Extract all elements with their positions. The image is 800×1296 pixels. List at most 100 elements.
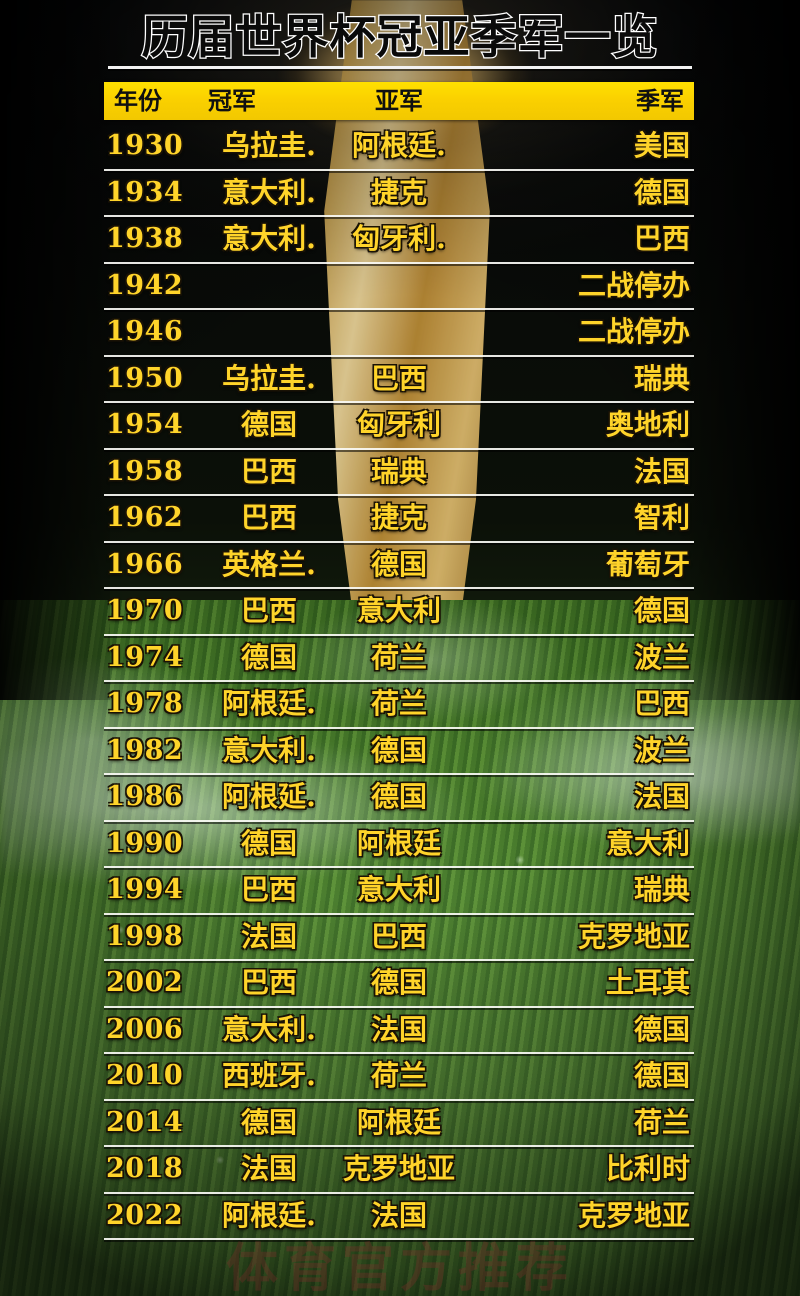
cell-year: 2018 — [106, 1153, 184, 1184]
cell-year: 1930 — [106, 130, 184, 161]
table-row: 2006 意大利. 法国 德国 — [104, 1008, 694, 1056]
cell-year: 1986 — [106, 781, 184, 812]
cell-runnerup: 阿根廷 — [356, 1105, 441, 1139]
cell-champion: 法国 — [240, 919, 297, 953]
table-row: 1986 阿根延. 德国 法国 — [104, 775, 694, 823]
column-header-third: 季军 — [636, 86, 684, 115]
cell-year: 1946 — [106, 316, 184, 347]
table-row: 1942 二战停办 — [104, 264, 694, 312]
table-row: 1958 巴西 瑞典 法国 — [104, 450, 694, 498]
cell-year: 1970 — [106, 595, 184, 626]
cell-third: 法国 — [633, 780, 690, 813]
table-row: 2014 德国 阿根廷 荷兰 — [104, 1101, 694, 1149]
table-row: 1990 德国 阿根廷 意大利 — [104, 822, 694, 870]
title-underline-rule — [108, 66, 692, 69]
cell-third: 智利 — [633, 501, 690, 534]
cell-year: 1950 — [106, 362, 184, 394]
cell-third: 二战停办 — [577, 315, 690, 348]
cell-third: 比利时 — [605, 1152, 690, 1185]
table-row: 1930 乌拉圭. 阿根廷. 美国 — [104, 124, 694, 172]
left-shadow-gradient — [0, 0, 110, 700]
cell-runnerup: 法国 — [370, 1012, 427, 1046]
table-row: 2010 西班牙. 荷兰 德国 — [104, 1054, 694, 1102]
cell-third: 德国 — [633, 1059, 690, 1092]
cell-year: 1958 — [106, 455, 184, 487]
cell-runnerup: 德国 — [370, 780, 427, 813]
table-row: 1998 法国 巴西 克罗地亚 — [104, 915, 694, 963]
cell-third: 美国 — [633, 129, 690, 162]
table-row: 1966 英格兰. 德国 葡萄牙 — [104, 543, 694, 591]
cell-champion: 德国 — [240, 826, 297, 860]
column-header-runnerup: 亚军 — [375, 86, 423, 115]
cell-runnerup: 巴西 — [370, 361, 427, 395]
cell-champion: 巴西 — [240, 594, 297, 627]
table-row: 1962 巴西 捷克 智利 — [104, 496, 694, 544]
cell-runnerup: 克罗地亚 — [342, 1152, 455, 1185]
cell-runnerup: 德国 — [370, 733, 427, 767]
cell-runnerup: 捷克 — [370, 175, 427, 209]
table-row: 2018 法国 克罗地亚 比利时 — [104, 1147, 694, 1195]
cell-champion: 意大利. — [222, 222, 316, 255]
cell-runnerup: 瑞典 — [370, 454, 427, 488]
cell-third: 瑞典 — [633, 361, 690, 395]
cell-runnerup: 法国 — [370, 1198, 427, 1232]
cell-runnerup: 阿根廷 — [356, 826, 441, 860]
column-header-champion: 冠军 — [208, 86, 256, 115]
cell-champion: 德国 — [240, 408, 297, 441]
cell-year: 1938 — [106, 223, 184, 254]
table-row: 1974 德国 荷兰 波兰 — [104, 636, 694, 684]
cell-champion: 阿根廷. — [222, 1198, 316, 1232]
cell-year: 1982 — [106, 734, 184, 766]
cell-champion: 巴西 — [240, 454, 297, 488]
cell-champion: 英格兰. — [222, 547, 316, 581]
title-band: 历届世界杯冠亚季军一览 — [0, 0, 800, 76]
table-row: 1970 巴西 意大利 德国 — [104, 589, 694, 637]
cell-year: 2002 — [106, 967, 184, 998]
cell-third: 葡萄牙 — [605, 547, 690, 581]
cell-champion: 西班牙. — [222, 1059, 316, 1092]
table-row: 1982 意大利. 德国 波兰 — [104, 729, 694, 777]
cell-third: 意大利 — [605, 826, 690, 860]
cell-third: 奥地利 — [605, 408, 690, 441]
cell-runnerup: 意大利 — [356, 873, 441, 906]
table-row: 1938 意大利. 匈牙利. 巴西 — [104, 217, 694, 265]
cell-year: 2006 — [106, 1013, 184, 1045]
cell-champion: 意大利. — [222, 733, 316, 767]
cell-champion: 阿根廷. — [222, 687, 316, 720]
cell-champion: 德国 — [240, 1105, 297, 1139]
cell-year: 1954 — [106, 409, 184, 440]
cell-champion: 意大利. — [222, 175, 316, 209]
cell-third: 巴西 — [633, 687, 690, 720]
results-table-body: 1930 乌拉圭. 阿根廷. 美国 1934 意大利. 捷克 德国 1938 意大利. 匈牙利. 巴西… — [104, 124, 694, 1242]
cell-third: 荷兰 — [633, 1105, 690, 1139]
cell-champion: 德国 — [240, 640, 297, 674]
right-shadow-gradient — [680, 0, 800, 700]
cell-third: 德国 — [633, 1012, 690, 1046]
cell-year: 1942 — [106, 269, 184, 301]
table-row: 1978 阿根廷. 荷兰 巴西 — [104, 682, 694, 730]
cell-champion: 巴西 — [240, 873, 297, 906]
cell-year: 1962 — [106, 502, 184, 533]
cell-year: 2014 — [106, 1106, 184, 1138]
cell-runnerup: 匈牙利. — [352, 222, 446, 255]
cell-third: 德国 — [633, 594, 690, 627]
table-row: 1950 乌拉圭. 巴西 瑞典 — [104, 357, 694, 405]
table-header-row: 年份 冠军 亚军 季军 — [104, 82, 694, 120]
cell-year: 1990 — [106, 827, 184, 859]
cell-champion: 巴西 — [240, 966, 297, 999]
cell-third: 波兰 — [633, 640, 690, 674]
cell-third: 波兰 — [633, 733, 690, 767]
cell-champion: 意大利. — [222, 1012, 316, 1046]
cell-runnerup: 荷兰 — [370, 640, 427, 674]
table-row: 1954 德国 匈牙利 奥地利 — [104, 403, 694, 451]
cell-third: 克罗地亚 — [577, 1198, 690, 1232]
column-header-year: 年份 — [114, 86, 162, 115]
table-row: 2002 巴西 德国 土耳其 — [104, 961, 694, 1009]
cell-third: 二战停办 — [577, 268, 690, 302]
cell-runnerup: 荷兰 — [370, 687, 427, 720]
cell-year: 1994 — [106, 874, 184, 905]
cell-champion: 巴西 — [240, 501, 297, 534]
cell-runnerup: 德国 — [370, 966, 427, 999]
cell-runnerup: 意大利 — [356, 594, 441, 627]
